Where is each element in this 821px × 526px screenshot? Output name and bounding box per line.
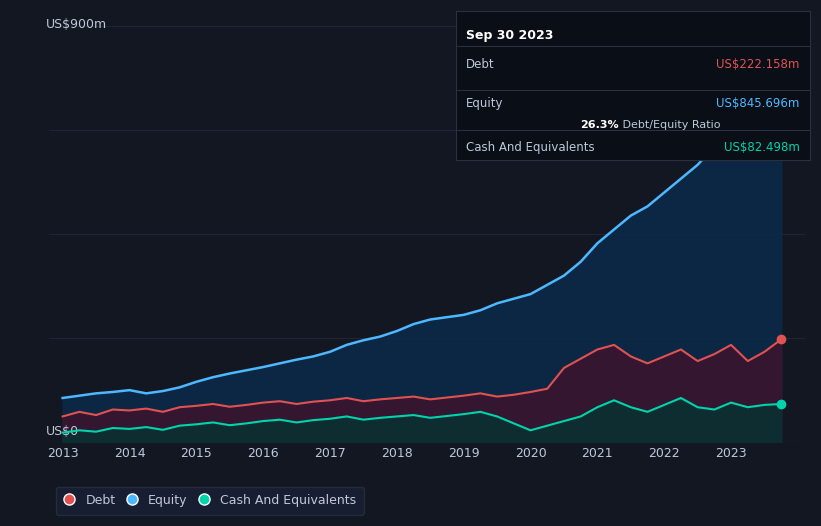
Text: Debt: Debt <box>466 58 495 72</box>
Text: Debt/Equity Ratio: Debt/Equity Ratio <box>619 120 720 130</box>
Text: Sep 30 2023: Sep 30 2023 <box>466 28 553 42</box>
Text: US$900m: US$900m <box>45 18 107 31</box>
Text: 26.3%: 26.3% <box>580 120 618 130</box>
Text: Equity: Equity <box>466 97 504 110</box>
Text: US$845.696m: US$845.696m <box>716 97 800 110</box>
Text: US$82.498m: US$82.498m <box>724 141 800 154</box>
Text: US$222.158m: US$222.158m <box>716 58 800 72</box>
Text: US$0: US$0 <box>45 424 79 438</box>
Legend: Debt, Equity, Cash And Equivalents: Debt, Equity, Cash And Equivalents <box>56 487 364 514</box>
Text: Cash And Equivalents: Cash And Equivalents <box>466 141 595 154</box>
